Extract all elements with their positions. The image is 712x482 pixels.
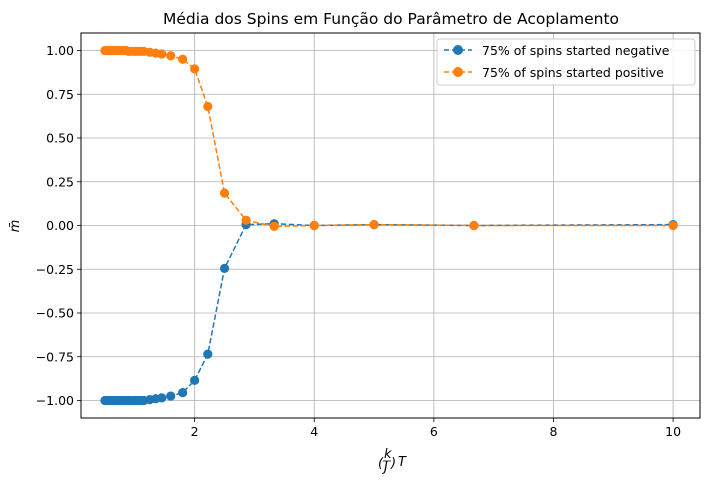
y-axis-label-text: m̄ xyxy=(8,220,23,233)
legend-label-positive: 75% of spins started positive xyxy=(482,65,664,80)
legend-box xyxy=(436,38,696,86)
data-point xyxy=(157,49,167,59)
x-axis-label: ( k J ) T xyxy=(378,447,407,475)
x-tick-label: 8 xyxy=(549,424,557,439)
x-axis-label-T: T xyxy=(398,455,407,470)
x-axis-label-paren-right: ) xyxy=(390,456,396,471)
series-0 xyxy=(100,219,678,406)
ticks: 2 4 6 8 10 1.00 0.75 0.50 0.25 0.00 −0.25 −0.50 −0.7… xyxy=(36,43,681,439)
y-tick-label: −1.00 xyxy=(36,393,74,408)
y-axis-label: m̄ xyxy=(8,220,23,233)
data-point xyxy=(190,375,200,385)
series-layer xyxy=(100,45,678,406)
data-point xyxy=(219,188,230,198)
data-point xyxy=(178,54,188,64)
y-tick-label: 0.00 xyxy=(46,218,74,233)
data-point xyxy=(369,220,379,230)
data-point xyxy=(219,263,230,273)
data-point xyxy=(241,215,251,225)
data-point xyxy=(203,101,213,112)
data-point xyxy=(269,221,279,231)
legend-marker-positive xyxy=(453,67,463,77)
data-point xyxy=(203,349,213,359)
y-tick-label: 0.25 xyxy=(46,174,74,189)
y-tick-label: −0.50 xyxy=(36,306,74,321)
x-tick-label: 4 xyxy=(310,424,318,439)
y-tick-label: −0.25 xyxy=(36,262,74,277)
x-axis-label-k: k xyxy=(384,447,392,462)
legend-marker-negative xyxy=(453,45,463,55)
data-point xyxy=(190,64,200,74)
data-point xyxy=(668,220,678,231)
data-point xyxy=(166,51,176,61)
y-tick-label: 0.75 xyxy=(46,87,74,102)
legend: 75% of spins started negative 75% of spi… xyxy=(436,38,696,86)
y-tick-label: 1.00 xyxy=(46,43,74,58)
series-line xyxy=(104,222,674,402)
series-1 xyxy=(100,45,678,231)
data-point xyxy=(166,391,176,401)
data-point xyxy=(469,220,479,231)
x-axis-label-J: J xyxy=(381,460,388,475)
data-point xyxy=(178,388,188,398)
y-tick-label: 0.50 xyxy=(46,131,74,146)
data-point xyxy=(157,393,167,403)
legend-label-negative: 75% of spins started negative xyxy=(482,43,670,58)
x-tick-label: 10 xyxy=(665,424,681,439)
x-tick-label: 6 xyxy=(430,424,438,439)
y-tick-label: −0.75 xyxy=(36,349,74,364)
chart-title: Média dos Spins em Função do Parâmetro d… xyxy=(163,10,619,28)
data-point xyxy=(309,220,319,231)
x-tick-label: 2 xyxy=(191,424,199,439)
x-axis-label-paren-left: ( xyxy=(378,456,384,471)
